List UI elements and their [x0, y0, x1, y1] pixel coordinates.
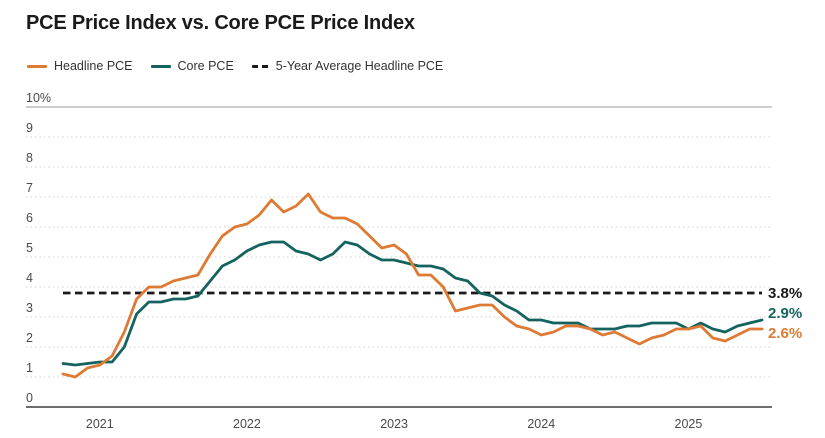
- legend-item-average: 5-Year Average Headline PCE: [251, 59, 444, 73]
- x-axis-label-2025: 2025: [675, 417, 703, 431]
- headline-line-swatch-icon: [27, 64, 47, 68]
- headline-end-label: 2.6%: [768, 325, 802, 342]
- x-axis-label-2024: 2024: [527, 417, 555, 431]
- average-dashed-swatch-icon: [251, 64, 269, 68]
- chart-legend: Headline PCE Core PCE 5-Year Average Hea…: [27, 59, 443, 73]
- average-end-label: 3.8%: [768, 285, 802, 302]
- legend-label-headline: Headline PCE: [54, 59, 133, 73]
- y-axis-label-5: 5: [26, 241, 33, 255]
- chart-title: PCE Price Index vs. Core PCE Price Index: [26, 12, 415, 34]
- y-axis-label-6: 6: [26, 211, 33, 225]
- legend-item-headline-pce: Headline PCE: [27, 59, 133, 73]
- y-axis-label-4: 4: [26, 271, 33, 285]
- core-end-label: 2.9%: [768, 305, 802, 322]
- y-axis-label-7: 7: [26, 181, 33, 195]
- x-axis-label-2023: 2023: [380, 417, 408, 431]
- x-axis-label-2021: 2021: [86, 417, 114, 431]
- y-axis-label-1: 1: [26, 361, 33, 375]
- y-axis-label-10: 10%: [26, 91, 51, 105]
- y-axis-label-8: 8: [26, 151, 33, 165]
- y-axis-label-3: 3: [26, 301, 33, 315]
- y-axis-label-0: 0: [26, 391, 33, 405]
- legend-item-core-pce: Core PCE: [150, 59, 234, 73]
- core-line-swatch-icon: [150, 64, 171, 68]
- x-axis-label-2022: 2022: [233, 417, 261, 431]
- y-axis-label-2: 2: [26, 331, 33, 345]
- headline-series-line: [61, 192, 764, 379]
- y-axis-label-9: 9: [26, 121, 33, 135]
- legend-label-average: 5-Year Average Headline PCE: [275, 59, 444, 73]
- legend-label-core: Core PCE: [177, 59, 234, 73]
